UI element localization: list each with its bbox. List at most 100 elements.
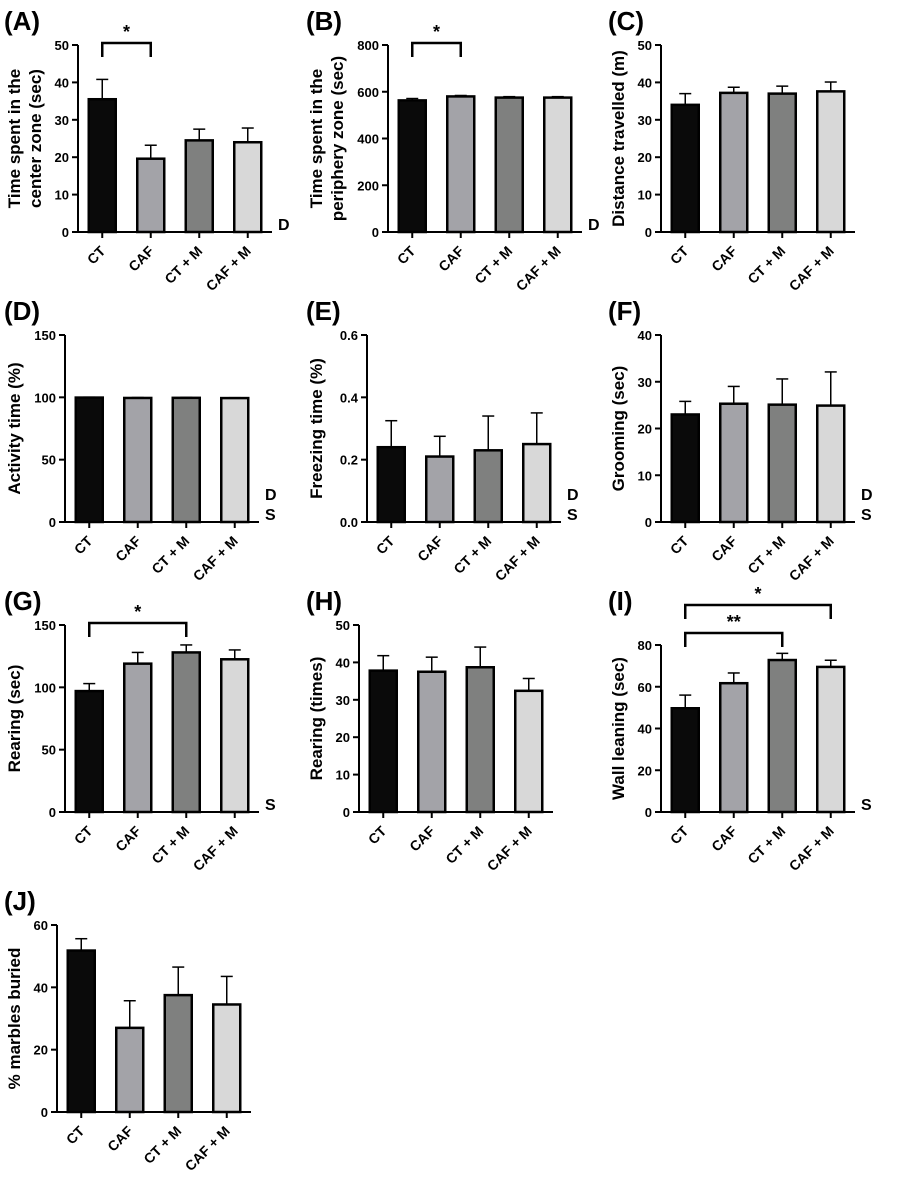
y-tick-label: 20	[34, 1043, 48, 1058]
panel-label: (C)	[608, 6, 644, 36]
y-tick-label: 200	[357, 178, 379, 193]
y-tick-label: 50	[55, 38, 69, 53]
chart-svg: (D) 0 50 100 150 Activity time (%) CT CAF CT + M…	[4, 296, 277, 584]
significance-label: *	[134, 602, 141, 622]
y-tick-label: 60	[34, 918, 48, 933]
x-tick-label: CAF	[104, 1122, 136, 1154]
y-tick-label: 0	[645, 515, 652, 530]
side-label: D	[278, 217, 290, 234]
x-tick-label: CAF + M	[786, 533, 837, 584]
y-tick-label: 0	[372, 225, 379, 240]
y-axis-label: Time spent in the	[307, 69, 326, 209]
bar	[473, 449, 503, 524]
bar	[87, 97, 117, 234]
y-tick-label: 40	[638, 328, 652, 343]
chart-svg: (E) 0.0 0.2 0.4 0.6 Freezing time (%) CT CAF CT …	[306, 296, 579, 584]
bar	[670, 413, 700, 524]
bar	[171, 651, 201, 814]
y-tick-label: 40	[55, 75, 69, 90]
x-tick-label: CT	[63, 1122, 88, 1147]
x-tick-label: CAF	[708, 822, 740, 854]
x-tick-label: CAF + M	[513, 243, 564, 294]
y-axis-label: Activity time (%)	[5, 362, 24, 494]
y-tick-label: 50	[638, 38, 652, 53]
y-tick-label: 0.6	[340, 328, 358, 343]
bar	[66, 949, 96, 1114]
bar	[74, 396, 104, 524]
side-label: D	[861, 487, 873, 504]
x-tick-label: CT + M	[744, 533, 788, 577]
panel-label: (F)	[608, 296, 641, 326]
panel-label: (A)	[4, 6, 40, 36]
side-label: S	[265, 797, 276, 814]
bar	[212, 1003, 242, 1114]
x-tick-label: CAF + M	[203, 243, 254, 294]
side-label: S	[861, 797, 872, 814]
x-tick-label: CAF	[406, 822, 438, 854]
y-tick-label: 40	[638, 75, 652, 90]
side-label: D	[567, 487, 579, 504]
y-tick-label: 20	[638, 150, 652, 165]
y-tick-label: 30	[638, 375, 652, 390]
significance-bracket	[88, 621, 188, 637]
bar	[163, 993, 193, 1114]
bar	[220, 396, 250, 524]
bar	[446, 95, 476, 234]
chart-panel: (F) 0 10 20 30 40 Grooming (sec) CT CAF CT + M CAF…	[604, 290, 904, 590]
y-tick-label: 20	[55, 150, 69, 165]
y-tick-label: 0	[343, 805, 350, 820]
bar	[123, 662, 153, 814]
chart-svg: (C) 0 10 20 30 40 50 Distance travelled (m) CT CA…	[608, 6, 855, 294]
bar	[767, 403, 797, 524]
side-label: D	[588, 217, 600, 234]
x-tick-label: CT + M	[148, 533, 192, 577]
x-tick-label: CAF + M	[190, 823, 241, 874]
y-tick-label: 600	[357, 85, 379, 100]
y-axis-label: Time spent in the	[5, 69, 24, 209]
x-tick-label: CT	[373, 532, 398, 557]
x-tick-label: CAF + M	[182, 1123, 233, 1174]
bar	[719, 681, 749, 814]
x-tick-label: CT + M	[148, 823, 192, 867]
x-tick-label: CT	[84, 242, 109, 267]
side-label: S	[861, 507, 872, 524]
y-tick-label: 20	[638, 763, 652, 778]
x-tick-label: CT + M	[450, 533, 494, 577]
x-tick-label: CAF + M	[190, 533, 241, 584]
bar	[220, 658, 250, 814]
bar	[670, 707, 700, 814]
bar	[816, 665, 846, 814]
y-tick-label: 0	[49, 805, 56, 820]
chart-svg: (J) 0 20 40 60 % marbles buried CT CAF CT + MCAF…	[4, 886, 251, 1174]
y-axis-label: Distance travelled (m)	[609, 50, 628, 227]
chart-svg: (I) 0 20 40 60 80 Wall leaning (sec) CT CAF CT + …	[608, 584, 872, 874]
x-tick-label: CT + M	[442, 823, 486, 867]
x-tick-label: CAF	[435, 242, 467, 274]
x-tick-label: CT + M	[161, 243, 205, 287]
x-tick-label: CT	[394, 242, 419, 267]
x-tick-label: CT + M	[744, 823, 788, 867]
y-axis-label: % marbles buried	[5, 948, 24, 1090]
y-axis-label: center zone (sec)	[26, 69, 45, 208]
y-tick-label: 150	[34, 618, 56, 633]
bar	[465, 666, 495, 814]
y-tick-label: 10	[336, 768, 350, 783]
y-tick-label: 100	[34, 680, 56, 695]
chart-panel: (B) 0 200 400 600 800 Time spent in the periphe…	[302, 0, 602, 300]
y-tick-label: 10	[638, 468, 652, 483]
y-tick-label: 0	[41, 1105, 48, 1120]
side-label: S	[567, 507, 578, 524]
y-axis-label: Wall leaning (sec)	[609, 657, 628, 800]
x-tick-label: CAF + M	[484, 823, 535, 874]
y-tick-label: 150	[34, 328, 56, 343]
bar	[368, 669, 398, 814]
x-tick-label: CAF	[708, 242, 740, 274]
bar	[171, 396, 201, 524]
bar	[522, 442, 552, 524]
x-tick-label: CAF + M	[786, 243, 837, 294]
bar	[376, 445, 406, 524]
bar	[115, 1026, 145, 1114]
y-tick-label: 20	[638, 422, 652, 437]
panel-label: (G)	[4, 586, 42, 616]
